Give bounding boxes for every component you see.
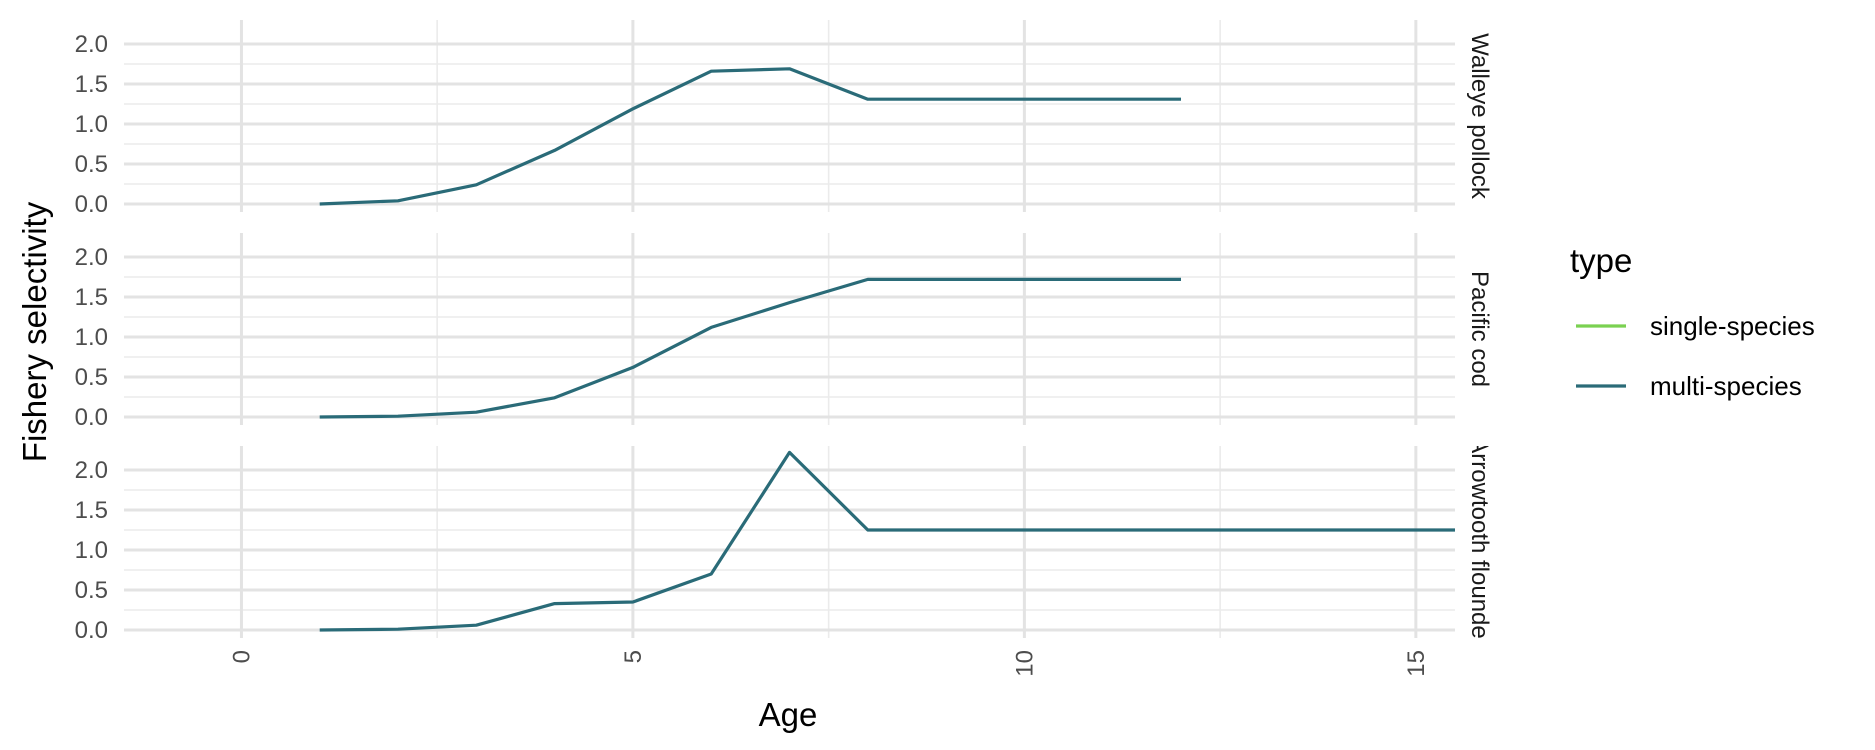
y-tick-label: 0.0 [75, 191, 108, 218]
y-tick-label: 1.0 [75, 324, 108, 351]
legend-title: type [1570, 242, 1632, 279]
series-line-multi-species [319, 450, 1455, 632]
x-tick-label: 0 [228, 650, 255, 663]
y-axis-title: Fishery selectivity [16, 201, 53, 462]
x-axis-title: Age [759, 696, 818, 733]
y-tick-label: 0.5 [75, 364, 108, 391]
y-tick-label: 0.5 [75, 577, 108, 604]
x-tick-label: 15 [1403, 650, 1430, 677]
y-tick-label: 1.5 [75, 284, 108, 311]
panels: 0.0 0.5 1.0 1.5 2.0 Walleye pollock 0.0 0.5 1.0 1… [75, 20, 1493, 646]
y-tick-label: 1.5 [75, 71, 108, 98]
y-tick-label: 0.5 [75, 151, 108, 178]
legend-label: multi-species [1650, 371, 1802, 401]
facet-panel: 0.0 0.5 1.0 1.5 2.0 Pacific cod [75, 233, 1493, 431]
y-tick-label: 1.0 [75, 537, 108, 564]
legend-label: single-species [1650, 311, 1815, 341]
y-tick-label: 2.0 [75, 31, 108, 58]
facet-strip-label: Walleye pollock [1466, 33, 1493, 200]
facet-strip-label: Pacific cod [1466, 271, 1493, 387]
y-tick-label: 0.0 [75, 617, 108, 644]
series-line-multi-species [319, 277, 1181, 419]
legend: type single-species multi-species [1570, 242, 1815, 401]
y-tick-label: 1.5 [75, 497, 108, 524]
y-tick-label: 0.0 [75, 404, 108, 431]
facet-panel: 0.0 0.5 1.0 1.5 2.0 Arrowtooth flounder [75, 437, 1493, 646]
y-tick-label: 2.0 [75, 457, 108, 484]
y-tick-label: 2.0 [75, 244, 108, 271]
facet-panel: 0.0 0.5 1.0 1.5 2.0 Walleye pollock [75, 20, 1493, 218]
x-tick-label: 10 [1011, 650, 1038, 677]
series-line-multi-species [319, 67, 1181, 206]
axes: Age Fishery selectivity 0 5 10 15 [16, 201, 1430, 733]
y-tick-label: 1.0 [75, 111, 108, 138]
x-tick-label: 5 [620, 650, 647, 663]
facet-strip-label: Arrowtooth flounder [1466, 437, 1493, 646]
